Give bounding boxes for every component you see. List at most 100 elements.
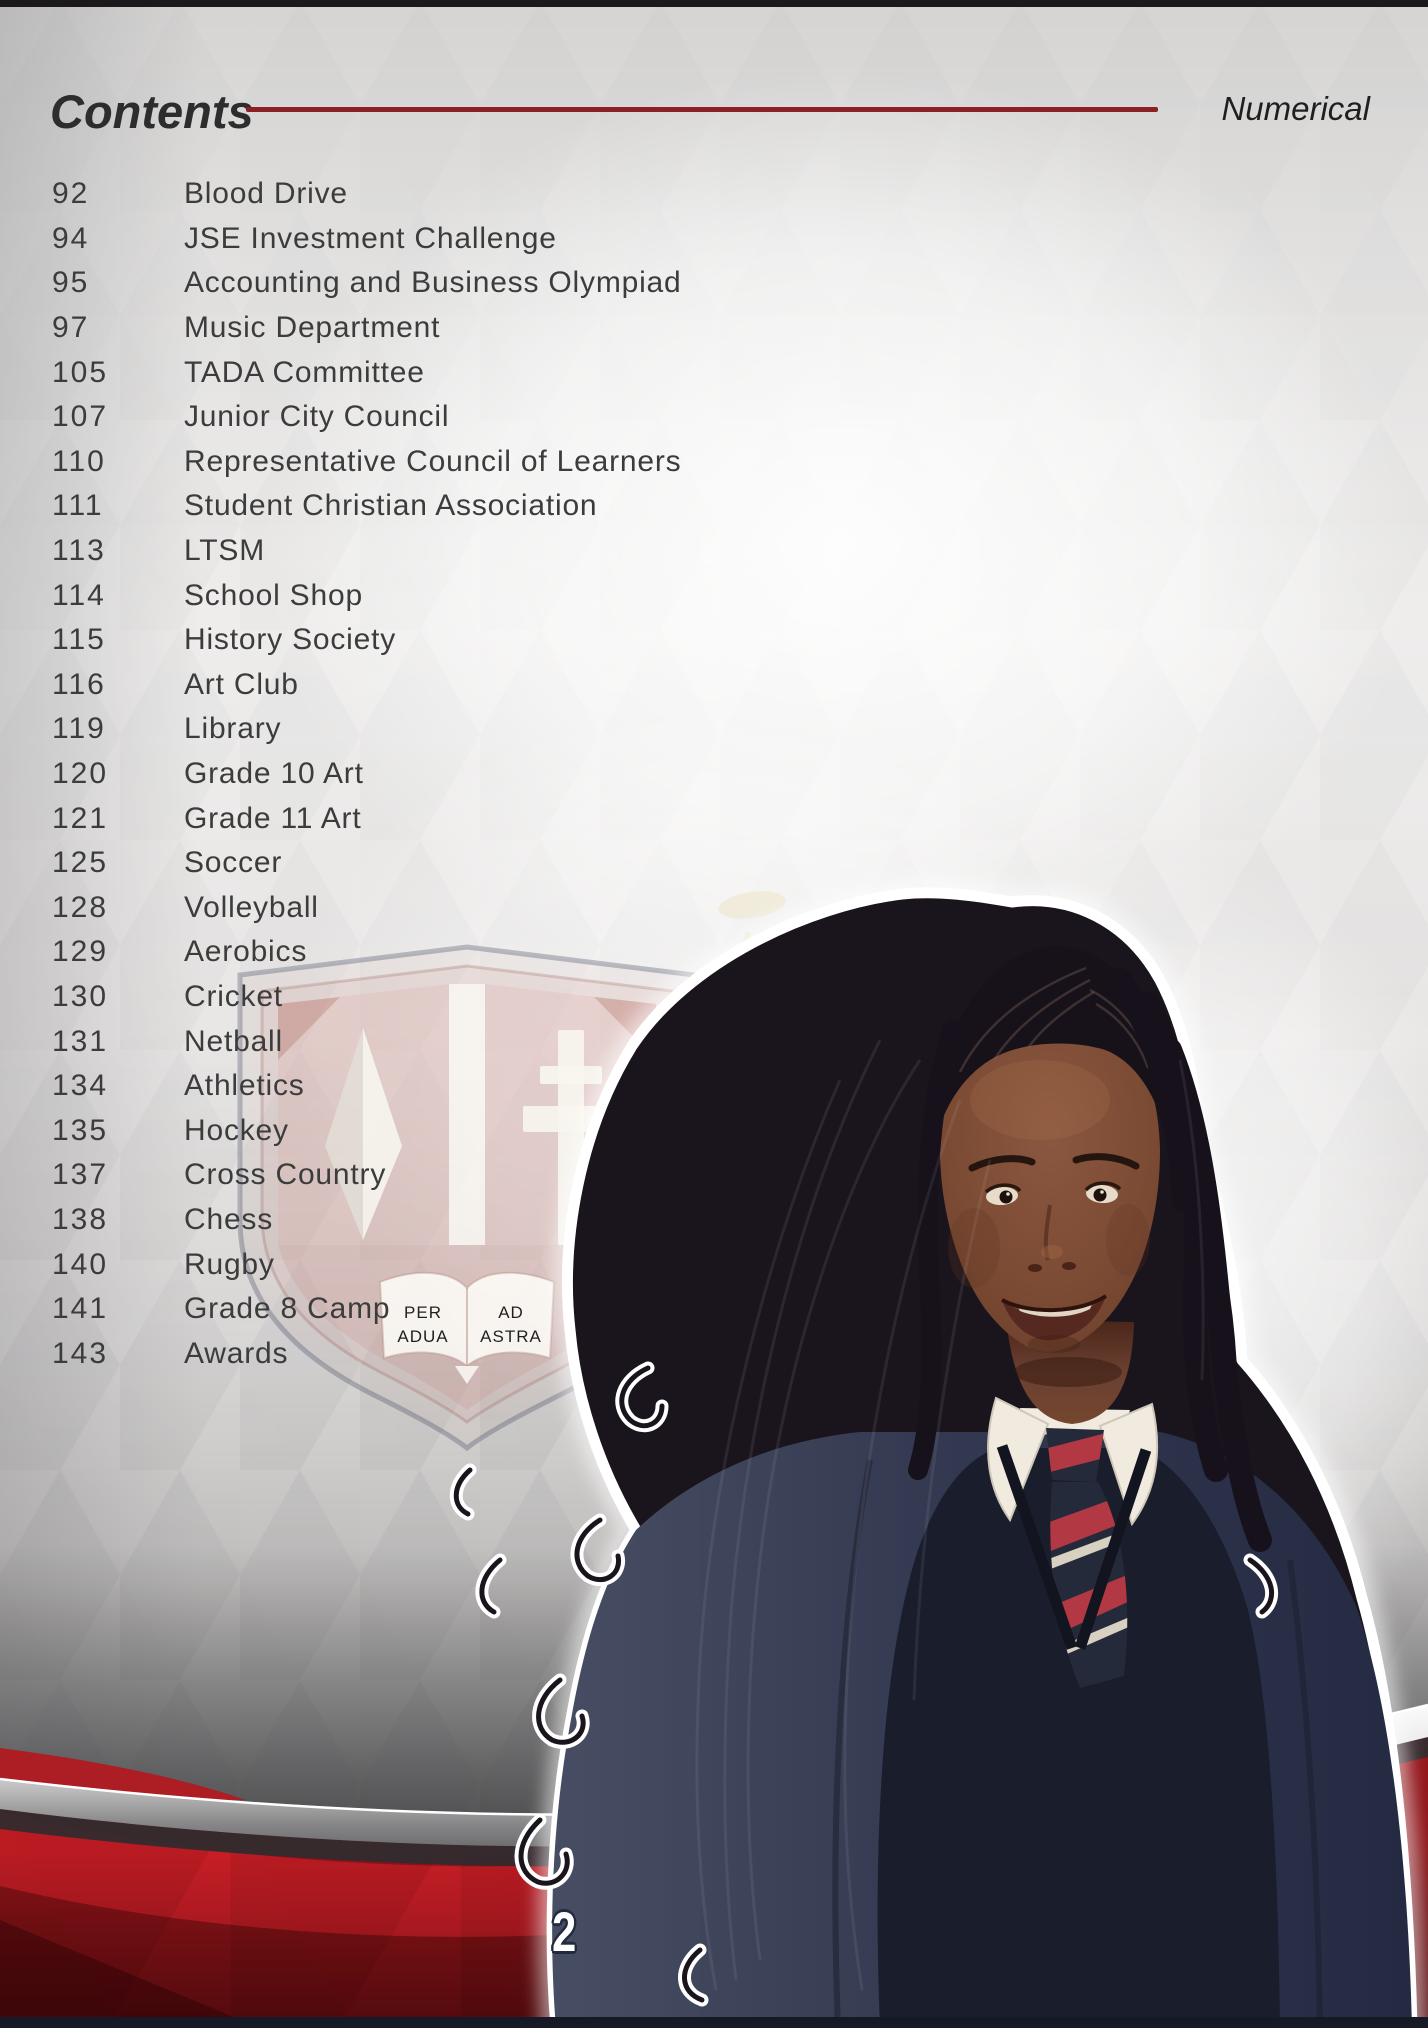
student-face (929, 946, 1171, 1387)
entry-page-number: 141 (52, 1292, 109, 1326)
crest-open-book-icon: PER ADUA AD ASTRA (378, 1271, 556, 1384)
entry-title: Representative Council of Learners (184, 444, 682, 478)
entry-title: Aerobics (184, 935, 308, 969)
braid-strand-left (908, 1020, 962, 1480)
entry-page-number: 134 (52, 1069, 109, 1103)
entry-page-number: 116 (52, 667, 106, 701)
index-type-label: Numerical (1221, 90, 1370, 127)
crest-motto-word: AD (498, 1303, 524, 1322)
entry-title: Art Club (184, 667, 299, 701)
entry-title: Hockey (184, 1113, 289, 1147)
entry-page-number: 129 (52, 935, 109, 969)
contents-entry: 135 Hockey (52, 1108, 682, 1153)
contents-entry: 131 Netball (52, 1019, 682, 1064)
entry-page-number: 130 (52, 979, 109, 1013)
entry-page-number: 138 (52, 1202, 109, 1236)
contents-entry: 115 History Society (52, 618, 682, 663)
entry-title: Grade 10 Art (184, 757, 364, 791)
contents-list: 92 Blood Drive 94 JSE Investment Challen… (52, 172, 682, 1376)
entry-page-number: 120 (52, 757, 109, 791)
entry-page-number: 121 (52, 801, 109, 835)
contents-entry: 141 Grade 8 Camp (52, 1287, 682, 1332)
entry-page-number: 92 (52, 177, 90, 211)
contents-entry: 119 Library (52, 707, 682, 752)
entry-page-number: 113 (52, 534, 106, 568)
contents-entry: 130 Cricket (52, 975, 682, 1020)
entry-page-number: 94 (52, 221, 90, 255)
braids-right (1108, 968, 1272, 1552)
entry-title: Rugby (184, 1247, 275, 1281)
entry-title: Chess (184, 1202, 274, 1236)
bottom-edge-bar (0, 2017, 1428, 2028)
school-sweater (877, 1448, 1280, 2028)
entry-page-number: 95 (52, 266, 90, 300)
page-title: Contents (50, 85, 254, 138)
entry-title: Grade 8 Camp (184, 1292, 391, 1326)
entry-title: Student Christian Association (184, 489, 598, 523)
contents-entry: 140 Rugby (52, 1242, 682, 1287)
contents-entry: 114 School Shop (52, 573, 682, 618)
entry-page-number: 105 (52, 355, 109, 389)
entry-page-number: 111 (52, 489, 104, 523)
contents-entry: 128 Volleyball (52, 886, 682, 931)
contents-entry: 129 Aerobics (52, 930, 682, 975)
entry-page-number: 114 (52, 578, 106, 612)
contents-entry: 125 Soccer (52, 841, 682, 886)
contents-entry: 107 Junior City Council (52, 395, 682, 440)
eyebrows (968, 1153, 1140, 1172)
contents-entry: 138 Chess (52, 1198, 682, 1243)
entry-title: Library (184, 712, 282, 746)
contents-entry: 120 Grade 10 Art (52, 752, 682, 797)
entry-title: JSE Investment Challenge (184, 221, 557, 255)
contents-entry: 113 LTSM (52, 529, 682, 574)
entry-title: Awards (184, 1336, 289, 1370)
braided-crown (929, 946, 1171, 1160)
nose (1028, 1204, 1076, 1272)
entry-title: School Shop (184, 578, 363, 612)
entry-title: Blood Drive (184, 177, 348, 211)
contents-entry: 95 Accounting and Business Olympiad (52, 261, 682, 306)
sweater-vneck (996, 1444, 1152, 1650)
entry-title: Soccer (184, 846, 283, 880)
student-photo (449, 878, 1427, 2028)
entry-title: History Society (184, 623, 397, 657)
contents-entry: 137 Cross Country (52, 1153, 682, 1198)
crest-spearhead-icon (325, 1028, 402, 1240)
braid-texture (695, 1039, 1205, 1991)
entry-title: Accounting and Business Olympiad (184, 266, 682, 300)
eyes (984, 1181, 1122, 1206)
entry-title: Music Department (184, 311, 441, 345)
entry-title: Cricket (184, 979, 283, 1013)
page-number: 2 (552, 1900, 577, 1963)
entry-page-number: 119 (52, 712, 106, 746)
crest-center-stripe (449, 984, 485, 1245)
crest-motto-word: ASTRA (480, 1327, 542, 1346)
entry-page-number: 137 (52, 1158, 109, 1192)
entry-page-number: 135 (52, 1113, 109, 1147)
entry-title: Netball (184, 1024, 283, 1058)
title-rule (246, 107, 1158, 112)
entry-title: Junior City Council (184, 400, 450, 434)
crest-motto-word: ADUA (397, 1327, 448, 1346)
contents-entry: 134 Athletics (52, 1064, 682, 1109)
entry-page-number: 125 (52, 846, 109, 880)
entry-page-number: 131 (52, 1024, 109, 1058)
contents-entry: 143 Awards (52, 1331, 682, 1376)
contents-entry: 97 Music Department (52, 306, 682, 351)
contents-entry: 94 JSE Investment Challenge (52, 217, 682, 262)
contents-entry: 121 Grade 11 Art (52, 796, 682, 841)
entry-title: TADA Committee (184, 355, 425, 389)
entry-page-number: 107 (52, 400, 109, 434)
entry-page-number: 110 (52, 444, 106, 478)
smiling-mouth (1001, 1294, 1108, 1341)
contents-entry: 110 Representative Council of Learners (52, 440, 682, 485)
entry-title: Cross Country (184, 1158, 387, 1192)
entry-title: Grade 11 Art (184, 801, 362, 835)
crest-motto-word: PER (404, 1303, 442, 1322)
entry-page-number: 115 (52, 623, 106, 657)
entry-title: Volleyball (184, 890, 319, 924)
contents-entry: 92 Blood Drive (52, 172, 682, 217)
entry-page-number: 143 (52, 1336, 109, 1370)
entry-page-number: 128 (52, 890, 109, 924)
